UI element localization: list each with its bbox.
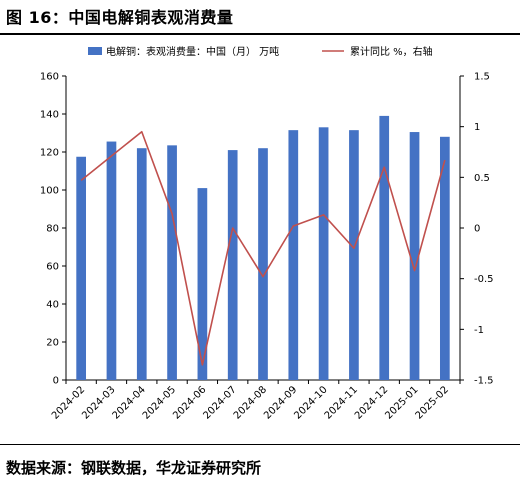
bar (106, 141, 117, 380)
chart: 电解铜：表观消费量：中国（月） 万吨 累计同比 %，右轴 0 20 40 60 80 100 1… (40, 45, 494, 422)
left-axis-tick-label: 160 (40, 72, 59, 83)
right-axis-tick-label: 1 (474, 122, 480, 133)
right-axis-tick-label: 1.5 (474, 72, 490, 83)
bar (227, 150, 238, 380)
source-note: 数据来源：钢联数据，华龙证券研究所 (6, 459, 262, 477)
left-axis-tick-label: 120 (40, 148, 59, 159)
right-axis-tick-label: -1 (474, 325, 484, 336)
legend-bar-swatch (88, 47, 102, 55)
legend-line-label: 累计同比 %，右轴 (350, 45, 433, 58)
left-axis-tick-label: 140 (40, 110, 59, 121)
bar (409, 132, 420, 380)
bar (167, 145, 177, 380)
bar (258, 148, 268, 380)
right-axis-tick-label: -1.5 (474, 376, 494, 387)
figure-title: 图 16：中国电解铜表观消费量 (6, 8, 234, 27)
bar (439, 136, 450, 380)
left-axis-tick-label: 20 (46, 338, 59, 349)
yoy-line (80, 130, 446, 366)
right-axis-tick-label: -0.5 (474, 274, 494, 285)
bottom-rule (0, 444, 520, 445)
bar (76, 156, 87, 380)
left-axis-tick-label: 40 (46, 300, 59, 311)
right-axis-tick-label: 0 (474, 224, 480, 235)
top-rule (0, 33, 520, 35)
x-axis-tick-label: 2025-02 (414, 384, 451, 421)
right-axis-tick-label: 0.5 (474, 173, 490, 184)
bar (288, 130, 299, 380)
left-axis-tick-label: 100 (40, 186, 59, 197)
bar (379, 115, 390, 381)
left-axis-tick-label: 0 (53, 376, 59, 387)
bar (197, 188, 208, 380)
left-axis-tick-label: 60 (46, 262, 59, 273)
legend-bar-label: 电解铜：表观消费量：中国（月） 万吨 (106, 45, 279, 58)
bar (349, 130, 359, 380)
bar (136, 148, 147, 380)
left-axis-tick-label: 80 (46, 224, 59, 235)
bar (318, 127, 329, 380)
